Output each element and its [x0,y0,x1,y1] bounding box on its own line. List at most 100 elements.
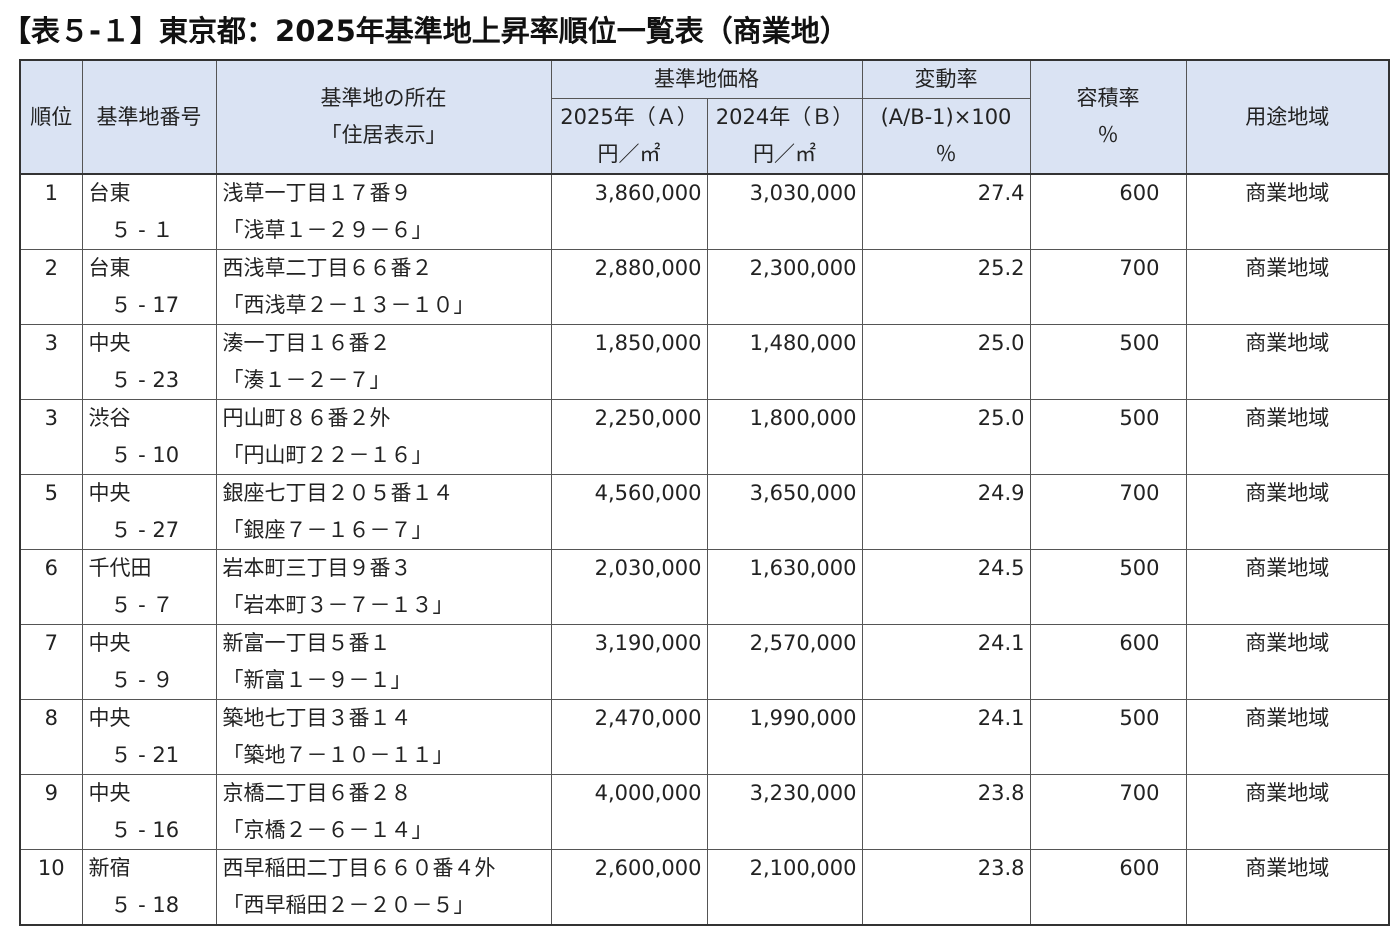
cell-address: 銀座七丁目２０５番１４ [222,481,454,505]
cell-number: ５ - 10 [110,443,180,467]
cell-location: 西早稲田二丁目６６０番４外 「西早稲田２－２０－５」 [215,849,552,926]
cell-display-address: 「西浅草２－１３－１０」 [222,293,475,317]
header-price-2025: 2025年（Ａ） 円／㎡ [550,98,708,175]
table-row: 2 台東 ５ - 17 西浅草二丁目６６番２ 「西浅草２－１３－１０」 2,880,… [19,249,1390,325]
header-location-line1: 基準地の所在 [320,86,447,110]
header-price-2024: 2024年（Ｂ） 円／㎡ [706,98,863,175]
cell-far: 500 [1029,699,1187,775]
cell-use: 商業地域 [1185,474,1390,550]
header-change-line2: ％ [935,142,957,166]
cell-price-2024: 3,230,000 [706,774,863,850]
cell-address: 浅草一丁目１７番９ [222,181,412,205]
header-price-2024-line1: 2024年（Ｂ） [715,105,854,129]
table-row: 7 中央 ５ - ９ 新富一丁目５番１ 「新富１－９－１」 3,190,000 2,… [19,624,1390,700]
cell-number: ５ - ７ [110,593,174,617]
cell-number: ５ - 17 [110,293,180,317]
cell-use: 商業地域 [1185,549,1390,625]
cell-price-2024: 1,990,000 [706,699,863,775]
cell-ward: 中央 [88,331,131,355]
cell-use: 商業地域 [1185,774,1390,850]
cell-far: 700 [1029,474,1187,550]
cell-display-address: 「新富１－９－１」 [222,668,412,692]
cell-address: 西早稲田二丁目６６０番４外 [222,856,496,880]
cell-use: 商業地域 [1185,173,1390,250]
cell-address: 岩本町三丁目９番３ [222,556,412,580]
cell-price-2025: 2,470,000 [550,699,708,775]
cell-far: 700 [1029,774,1187,850]
cell-rank: 7 [19,624,83,700]
cell-ward: 新宿 [88,856,131,880]
cell-change: 25.0 [861,399,1031,475]
cell-address: 京橋二丁目６番２８ [222,781,412,805]
cell-display-address: 「浅草１－２９－６」 [222,218,433,242]
cell-rank: 3 [19,324,83,400]
cell-display-address: 「銀座７－１６－７」 [222,518,433,542]
header-change: (A/B-1)×100 ％ [861,98,1031,175]
cell-price-2024: 3,650,000 [706,474,863,550]
cell-location: 円山町８６番２外 「円山町２２－１６」 [215,399,552,475]
cell-change: 24.1 [861,624,1031,700]
cell-price-2024: 2,570,000 [706,624,863,700]
cell-address: 西浅草二丁目６６番２ [222,256,433,280]
cell-change: 24.1 [861,699,1031,775]
cell-rank: 10 [19,849,83,926]
cell-display-address: 「岩本町３－７－１３」 [222,593,454,617]
cell-change: 27.4 [861,173,1031,250]
cell-price-2024: 3,030,000 [706,173,863,250]
cell-location: 築地七丁目３番１４ 「築地７－１０－１１」 [215,699,552,775]
cell-code: 渋谷 ５ - 10 [81,399,217,475]
cell-price-2025: 4,560,000 [550,474,708,550]
cell-rank: 3 [19,399,83,475]
cell-use: 商業地域 [1185,399,1390,475]
cell-far: 700 [1029,249,1187,325]
header-far-line1: 容積率 [1076,86,1140,110]
cell-price-2025: 2,250,000 [550,399,708,475]
cell-display-address: 「築地７－１０－１１」 [222,743,454,767]
cell-number: ５ - 23 [110,368,180,392]
cell-change: 23.8 [861,774,1031,850]
table-row: 9 中央 ５ - 16 京橋二丁目６番２８ 「京橋２－６－１４」 4,000,000… [19,774,1390,850]
cell-price-2025: 4,000,000 [550,774,708,850]
table-header: 順位 基準地番号 基準地の所在 「住居表示」 基準地価格 変動率 容積率 ％ 用… [19,59,1390,175]
cell-far: 500 [1029,549,1187,625]
cell-code: 台東 ５ - 17 [81,249,217,325]
cell-change: 24.5 [861,549,1031,625]
cell-code: 新宿 ５ - 18 [81,849,217,926]
cell-price-2024: 1,480,000 [706,324,863,400]
cell-location: 岩本町三丁目９番３ 「岩本町３－７－１３」 [215,549,552,625]
cell-rank: 1 [19,173,83,250]
header-far: 容積率 ％ [1029,59,1187,175]
cell-location: 銀座七丁目２０５番１４ 「銀座７－１６－７」 [215,474,552,550]
cell-change: 25.2 [861,249,1031,325]
header-change-group: 変動率 [861,59,1031,99]
cell-use: 商業地域 [1185,324,1390,400]
cell-price-2025: 2,880,000 [550,249,708,325]
header-location: 基準地の所在 「住居表示」 [215,59,552,175]
cell-display-address: 「円山町２２－１６」 [222,443,433,467]
header-price-2025-line1: 2025年（Ａ） [560,105,698,129]
cell-number: ５ - 21 [110,743,180,767]
cell-price-2025: 2,600,000 [550,849,708,926]
cell-price-2025: 3,860,000 [550,173,708,250]
cell-ward: 千代田 [88,556,152,580]
cell-location: 浅草一丁目１７番９ 「浅草１－２９－６」 [215,173,552,250]
cell-use: 商業地域 [1185,249,1390,325]
header-code: 基準地番号 [81,59,217,175]
table-row: 10 新宿 ５ - 18 西早稲田二丁目６６０番４外 「西早稲田２－２０－５」 2,… [19,849,1390,926]
table-row: 8 中央 ５ - 21 築地七丁目３番１４ 「築地７－１０－１１」 2,470,00… [19,699,1390,775]
cell-rank: 5 [19,474,83,550]
cell-number: ５ - ９ [110,668,174,692]
cell-address: 湊一丁目１６番２ [222,331,391,355]
header-price-2024-line2: 円／㎡ [753,142,816,166]
cell-code: 千代田 ５ - ７ [81,549,217,625]
cell-far: 600 [1029,849,1187,926]
cell-ward: 台東 [88,256,131,280]
header-price-2025-line2: 円／㎡ [597,142,661,166]
cell-ward: 中央 [88,481,131,505]
table-row: 6 千代田 ５ - ７ 岩本町三丁目９番３ 「岩本町３－７－１３」 2,030,00… [19,549,1390,625]
cell-change: 23.8 [861,849,1031,926]
cell-price-2024: 1,800,000 [706,399,863,475]
cell-rank: 2 [19,249,83,325]
table-row: 5 中央 ５ - 27 銀座七丁目２０５番１４ 「銀座７－１６－７」 4,560,0… [19,474,1390,550]
cell-price-2024: 2,100,000 [706,849,863,926]
